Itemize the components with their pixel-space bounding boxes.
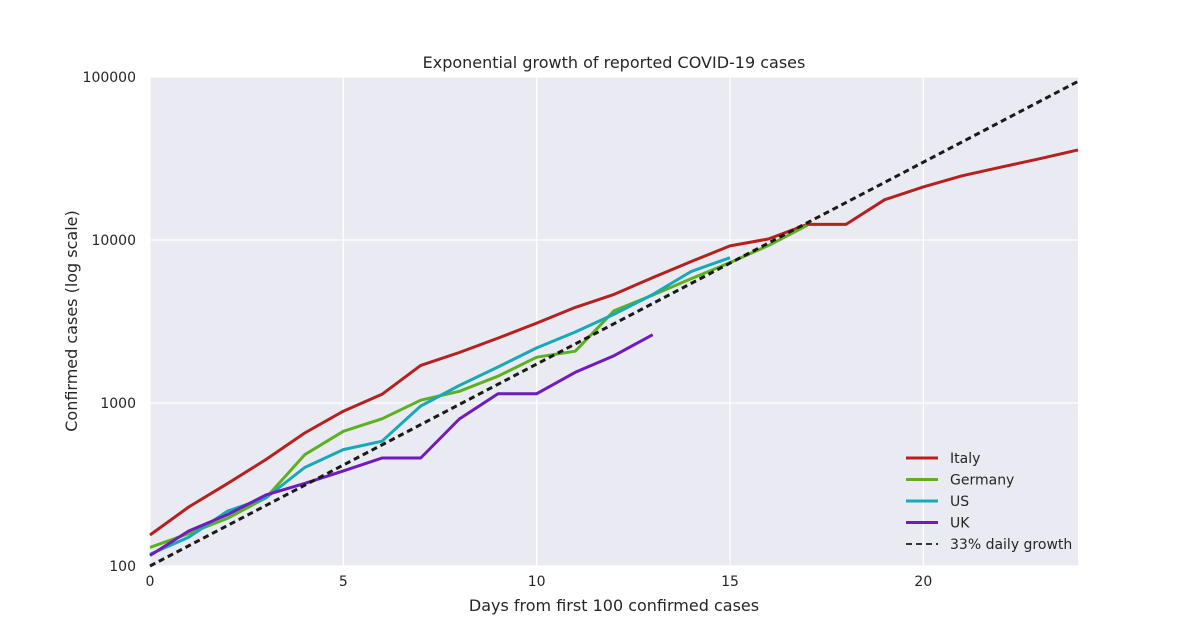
italy-series-line [149,148,1079,537]
legend-label-germany: Germany [950,473,1014,489]
y-axis-label: Confirmed cases (log scale) [62,210,81,432]
y-tick-label: 100 [109,559,136,575]
chart-title: Exponential growth of reported COVID-19 … [423,53,806,72]
x-tick-label: 0 [146,574,155,590]
legend-label-uk: UK [950,516,970,532]
plot-area [150,77,1078,566]
y-gridlines [150,76,1078,567]
legend: Italy Germany US UK 33% daily growth [906,451,1072,553]
y-tick-label: 1000 [100,396,136,412]
series-layer [149,80,1079,568]
y-tick-labels: 100 1000 10000 100000 [83,70,136,575]
x-axis-label: Days from first 100 confirmed cases [469,596,759,615]
legend-label-us: US [950,494,969,510]
x-tick-label: 20 [914,574,932,590]
x-tick-labels: 0 5 10 15 20 [146,574,933,590]
33-daily-growth-series-line [149,80,1079,568]
x-tick-label: 10 [528,574,546,590]
y-tick-label: 10000 [91,233,136,249]
legend-label-italy: Italy [950,451,980,467]
uk-series-line [149,333,654,557]
x-tick-label: 15 [721,574,739,590]
x-tick-label: 5 [339,574,348,590]
legend-label-33-daily-growth: 33% daily growth [950,537,1072,553]
y-tick-label: 100000 [83,70,136,86]
